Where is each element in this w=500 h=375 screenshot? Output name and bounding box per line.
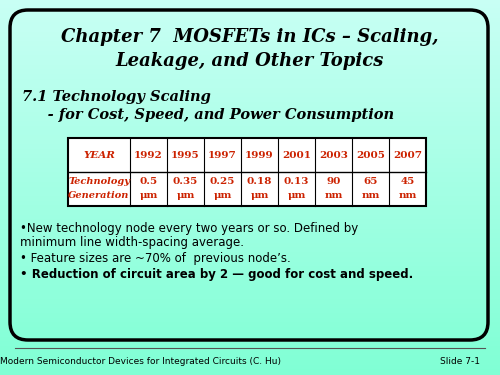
Text: 2001: 2001 [282, 150, 311, 159]
Text: Slide 7-1: Slide 7-1 [440, 357, 480, 366]
Text: Modern Semiconductor Devices for Integrated Circuits (C. Hu): Modern Semiconductor Devices for Integra… [0, 357, 280, 366]
Text: nm: nm [362, 192, 380, 201]
Text: 0.5: 0.5 [140, 177, 158, 186]
Text: - for Cost, Speed, and Power Consumption: - for Cost, Speed, and Power Consumption [22, 108, 394, 122]
Text: YEAR: YEAR [83, 150, 115, 159]
Text: •New technology node every two years or so. Defined by: •New technology node every two years or … [20, 222, 358, 235]
Text: 1997: 1997 [208, 150, 237, 159]
Text: μm: μm [250, 192, 268, 201]
Bar [68, 138, 426, 206]
Text: 0.35: 0.35 [173, 177, 198, 186]
Text: 7.1 Technology Scaling: 7.1 Technology Scaling [22, 90, 211, 104]
Text: 1992: 1992 [134, 150, 163, 159]
Text: Leakage, and Other Topics: Leakage, and Other Topics [116, 52, 384, 70]
Text: 65: 65 [364, 177, 378, 186]
Text: • Reduction of circuit area by 2 — good for cost and speed.: • Reduction of circuit area by 2 — good … [20, 268, 413, 281]
Text: Technology: Technology [68, 177, 130, 186]
Text: nm: nm [324, 192, 342, 201]
Text: 45: 45 [400, 177, 414, 186]
Text: μm: μm [288, 192, 306, 201]
Text: 0.13: 0.13 [284, 177, 309, 186]
Text: Generation: Generation [68, 192, 130, 201]
Text: 2007: 2007 [393, 150, 422, 159]
Text: 1995: 1995 [171, 150, 200, 159]
Text: 0.18: 0.18 [247, 177, 272, 186]
Text: 1999: 1999 [245, 150, 274, 159]
Text: μm: μm [140, 192, 158, 201]
Text: nm: nm [398, 192, 416, 201]
Text: 0.25: 0.25 [210, 177, 235, 186]
Text: μm: μm [214, 192, 232, 201]
Text: μm: μm [176, 192, 194, 201]
Text: 90: 90 [326, 177, 340, 186]
Text: minimum line width-spacing average.: minimum line width-spacing average. [20, 236, 244, 249]
Text: • Feature sizes are ~70% of  previous node’s.: • Feature sizes are ~70% of previous nod… [20, 252, 291, 265]
Text: Chapter 7  MOSFETs in ICs – Scaling,: Chapter 7 MOSFETs in ICs – Scaling, [61, 28, 439, 46]
Text: 2003: 2003 [319, 150, 348, 159]
Text: 2005: 2005 [356, 150, 385, 159]
